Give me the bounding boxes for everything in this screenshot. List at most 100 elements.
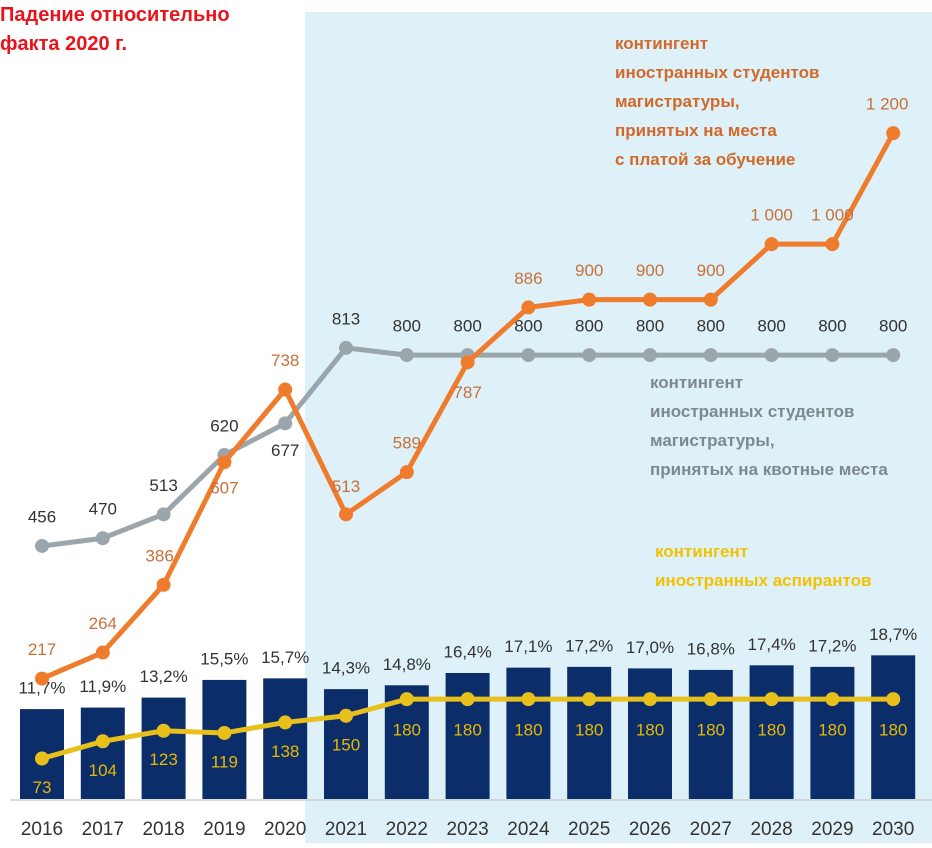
data-label: 470 <box>89 500 117 519</box>
data-label: 180 <box>879 721 907 740</box>
data-label: 104 <box>89 761 117 780</box>
data-label: 73 <box>33 778 52 797</box>
marker <box>764 692 779 707</box>
data-label: 800 <box>818 317 846 336</box>
data-label: 180 <box>393 721 421 740</box>
series-name: контингент иностранных аспирантов <box>655 542 871 590</box>
bar-label: 18,7% <box>869 625 917 644</box>
x-tick-label: 2024 <box>507 819 550 840</box>
marker <box>35 671 49 686</box>
marker <box>278 715 293 730</box>
marker <box>764 348 779 363</box>
data-label: 800 <box>575 317 603 336</box>
data-label: 886 <box>514 269 542 288</box>
bar <box>506 667 551 799</box>
marker <box>886 692 901 707</box>
data-label: 738 <box>271 351 299 370</box>
data-label: 456 <box>28 507 56 526</box>
marker <box>825 348 840 363</box>
marker <box>886 126 901 141</box>
marker <box>825 692 840 707</box>
bar <box>688 669 733 799</box>
bar-label: 17,2% <box>808 636 856 655</box>
x-tick-label: 2023 <box>446 819 488 840</box>
bar-label: 15,7% <box>261 648 309 667</box>
x-tick-label: 2019 <box>203 819 245 840</box>
marker <box>217 725 232 740</box>
data-label: 150 <box>332 735 360 754</box>
bar-label: 11,9% <box>79 677 126 696</box>
bar-label: 14,8% <box>383 655 431 674</box>
marker <box>278 382 293 397</box>
data-label: 607 <box>210 479 238 498</box>
data-label: 180 <box>453 721 481 740</box>
data-label: 800 <box>757 317 785 336</box>
data-label: 123 <box>149 750 177 769</box>
data-label: 800 <box>636 317 664 336</box>
data-label: 800 <box>453 317 481 336</box>
data-label: 1 000 <box>750 206 793 225</box>
x-tick-label: 2021 <box>325 819 367 840</box>
data-label: 800 <box>697 317 725 336</box>
marker <box>582 292 597 307</box>
marker <box>703 348 718 363</box>
data-label: 180 <box>575 721 603 740</box>
data-label: 217 <box>28 640 56 659</box>
bar <box>263 678 308 799</box>
marker <box>521 348 536 363</box>
bar <box>628 668 672 799</box>
marker <box>95 734 110 749</box>
marker <box>703 292 718 307</box>
data-label: 589 <box>393 434 421 453</box>
x-tick-label: 2027 <box>690 819 732 840</box>
marker <box>339 507 353 522</box>
x-tick-label: 2026 <box>629 819 671 840</box>
data-label: 386 <box>145 546 173 565</box>
data-label: 620 <box>210 416 238 435</box>
bar-label: 15,5% <box>200 649 248 668</box>
marker <box>460 692 475 707</box>
bar-label: 17,2% <box>565 636 613 655</box>
x-tick-label: 2017 <box>82 819 124 840</box>
data-label: 180 <box>757 721 785 740</box>
marker <box>35 538 49 553</box>
bar-label: 13,2% <box>139 667 187 686</box>
marker <box>521 300 536 315</box>
bar <box>810 666 855 799</box>
data-label: 513 <box>332 477 360 496</box>
marker <box>582 692 597 707</box>
marker <box>156 507 171 522</box>
data-label: 138 <box>271 742 299 761</box>
bar-label: 17,1% <box>504 637 552 656</box>
bar-label: 14,3% <box>322 659 370 678</box>
marker <box>278 416 293 431</box>
data-label: 180 <box>636 721 664 740</box>
bar <box>871 655 916 799</box>
marker <box>95 645 110 660</box>
marker <box>582 348 597 363</box>
marker <box>399 348 414 363</box>
data-label: 119 <box>211 752 238 771</box>
data-label: 180 <box>514 721 542 740</box>
series-name: контингент иностранных студентов магистрат… <box>615 34 819 169</box>
x-tick-label: 2029 <box>811 819 853 840</box>
data-label: 513 <box>149 476 177 495</box>
data-label: 1 000 <box>811 206 854 225</box>
marker <box>339 340 353 355</box>
marker <box>156 577 171 592</box>
marker <box>35 751 49 766</box>
annotation: Падение относительно факта 2020 г. <box>0 4 230 55</box>
marker <box>339 708 353 723</box>
data-label: 900 <box>697 261 725 280</box>
data-label: 180 <box>697 721 725 740</box>
marker <box>217 455 232 470</box>
x-tick-label: 2030 <box>872 819 914 840</box>
x-tick-label: 2022 <box>386 819 428 840</box>
data-label: 900 <box>636 261 664 280</box>
bar <box>567 666 612 799</box>
data-label: 787 <box>453 383 481 402</box>
bar <box>141 697 186 799</box>
marker <box>825 237 840 252</box>
data-label: 180 <box>818 721 846 740</box>
